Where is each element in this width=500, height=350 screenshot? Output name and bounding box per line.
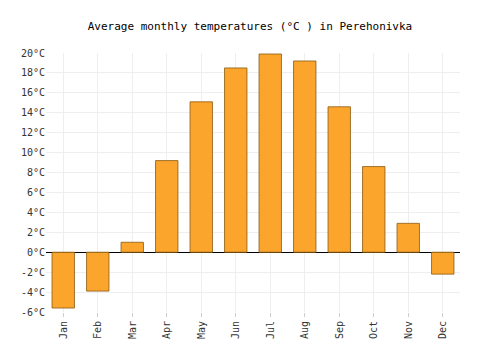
svg-text:Apr: Apr <box>161 321 172 339</box>
svg-text:-4°C: -4°C <box>21 287 45 298</box>
svg-text:Nov: Nov <box>403 321 414 339</box>
svg-text:Dec: Dec <box>437 321 448 339</box>
svg-text:Aug: Aug <box>299 321 310 339</box>
svg-text:6°C: 6°C <box>27 187 45 198</box>
svg-text:14°C: 14°C <box>21 107 45 118</box>
svg-text:10°C: 10°C <box>21 147 45 158</box>
svg-text:-2°C: -2°C <box>21 267 45 278</box>
svg-text:May: May <box>196 321 207 339</box>
svg-text:Feb: Feb <box>92 321 103 339</box>
svg-text:4°C: 4°C <box>27 207 45 218</box>
svg-text:Jun: Jun <box>230 321 241 339</box>
svg-text:18°C: 18°C <box>21 67 45 78</box>
svg-text:20°C: 20°C <box>21 48 45 59</box>
svg-text:Mar: Mar <box>127 321 138 339</box>
svg-text:-6°C: -6°C <box>21 307 45 318</box>
svg-text:2°C: 2°C <box>27 227 45 238</box>
svg-text:Average monthly temperatures (: Average monthly temperatures (°C ) in Pe… <box>88 20 413 33</box>
svg-text:0°C: 0°C <box>27 247 45 258</box>
svg-text:Sep: Sep <box>334 321 345 339</box>
svg-text:12°C: 12°C <box>21 127 45 138</box>
svg-text:Oct: Oct <box>368 321 379 339</box>
svg-text:Jul: Jul <box>265 321 276 339</box>
svg-text:8°C: 8°C <box>27 167 45 178</box>
svg-text:16°C: 16°C <box>21 87 45 98</box>
svg-text:Jan: Jan <box>58 321 69 339</box>
